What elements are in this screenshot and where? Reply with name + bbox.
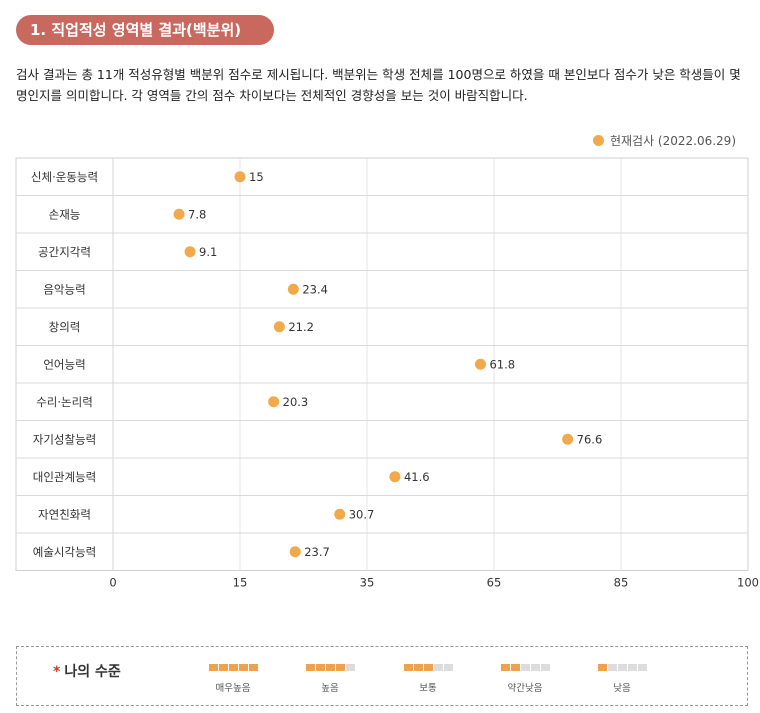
data-label: 9.1: [199, 245, 217, 259]
level-bar-segment: [325, 664, 335, 671]
level-item: 보통: [388, 664, 468, 694]
level-bar-segment: [627, 664, 637, 671]
data-label: 20.3: [283, 395, 309, 409]
data-point: [287, 283, 299, 295]
data-point: [273, 321, 285, 333]
level-bar-segment: [433, 664, 443, 671]
level-item: 높음: [290, 664, 370, 694]
data-label: 15: [249, 170, 264, 184]
level-bar-segment: [305, 664, 315, 671]
x-tick-label: 65: [487, 576, 502, 590]
data-point: [334, 508, 346, 520]
data-point: [234, 171, 246, 183]
legend-label: 현재검사 (2022.06.29): [609, 134, 736, 148]
plot-frame: [15, 157, 749, 571]
level-bar-segment: [403, 664, 413, 671]
level-bar-segment: [597, 664, 607, 671]
x-tick-label: 15: [233, 576, 248, 590]
category-label: 대인관계능력: [33, 470, 96, 484]
level-item: 매우높음: [193, 664, 273, 694]
data-point: [562, 433, 574, 445]
level-bar-segment: [423, 664, 433, 671]
level-bars: [193, 664, 273, 671]
data-label: 30.7: [349, 507, 375, 521]
level-bar-segment: [218, 664, 228, 671]
section-title: 1. 직업적성 영역별 결과(백분위): [16, 15, 274, 45]
x-tick-label: 35: [360, 576, 375, 590]
data-label: 7.8: [188, 207, 206, 221]
level-bar-segment: [530, 664, 540, 671]
x-tick-label: 85: [614, 576, 629, 590]
category-label: 언어능력: [43, 357, 85, 371]
category-label: 신체·운동능력: [31, 170, 98, 184]
data-point: [268, 396, 280, 408]
data-label: 61.8: [489, 357, 515, 371]
percentile-chart: 신체·운동능력 15 손재능 7.8 공간지각력 9.1 음악능력 23.4 창의력 21.2 언어…: [15, 157, 759, 590]
data-point: [173, 208, 185, 220]
level-bar-segment: [520, 664, 530, 671]
level-label: 약간낮음: [507, 683, 543, 694]
level-bar-segment: [607, 664, 617, 671]
level-bar-segment: [335, 664, 345, 671]
category-label: 자연친화력: [38, 507, 91, 521]
data-label: 23.7: [304, 545, 330, 559]
level-bars: [388, 664, 468, 671]
level-item: 약간낮음: [485, 664, 565, 694]
legend-marker: [592, 135, 604, 146]
category-label: 자기성찰능력: [33, 432, 96, 446]
category-label: 손재능: [49, 207, 81, 221]
category-label: 공간지각력: [38, 245, 91, 259]
level-bar-segment: [500, 664, 510, 671]
data-label: 21.2: [288, 320, 314, 334]
level-bar-segment: [443, 664, 453, 671]
section-description: 검사 결과는 총 11개 적성유형별 백분위 점수로 제시됩니다. 백분위는 학…: [16, 67, 741, 103]
level-label: 높음: [321, 683, 339, 694]
data-point: [184, 246, 196, 258]
x-tick-label: 0: [109, 576, 116, 590]
level-bar-segment: [315, 664, 325, 671]
level-title: * 나의 수준: [53, 661, 121, 681]
data-label: 23.4: [302, 282, 328, 296]
level-bar-segment: [248, 664, 258, 671]
level-title-text: 나의 수준: [64, 664, 121, 680]
chart-legend: 현재검사 (2022.06.29): [592, 132, 736, 149]
level-item: 낮음: [582, 664, 662, 694]
level-legend: * 나의 수준 매우높음 높음 보통 약간낮음 낮음: [16, 646, 748, 706]
level-bars: [290, 664, 370, 671]
level-label: 매우높음: [215, 683, 251, 694]
level-label: 보통: [419, 683, 437, 694]
category-label: 음악능력: [43, 282, 85, 296]
data-point: [389, 471, 401, 483]
level-bar-segment: [617, 664, 627, 671]
level-bars: [582, 664, 662, 671]
data-point: [474, 358, 486, 370]
level-bar-segment: [345, 664, 355, 671]
data-point: [289, 546, 301, 558]
category-label: 예술시각능력: [33, 545, 96, 559]
level-bar-segment: [238, 664, 248, 671]
level-bar-segment: [208, 664, 218, 671]
data-label: 41.6: [404, 470, 430, 484]
category-label: 수리·논리력: [36, 395, 93, 409]
level-bar-segment: [413, 664, 423, 671]
level-bar-segment: [510, 664, 520, 671]
level-bar-segment: [637, 664, 647, 671]
data-label: 76.6: [577, 432, 603, 446]
category-label: 창의력: [49, 320, 81, 334]
level-bar-segment: [540, 664, 550, 671]
level-bar-segment: [228, 664, 238, 671]
required-star: *: [53, 664, 61, 680]
level-bars: [485, 664, 565, 671]
x-tick-label: 100: [737, 576, 759, 590]
level-label: 낮음: [613, 683, 631, 694]
